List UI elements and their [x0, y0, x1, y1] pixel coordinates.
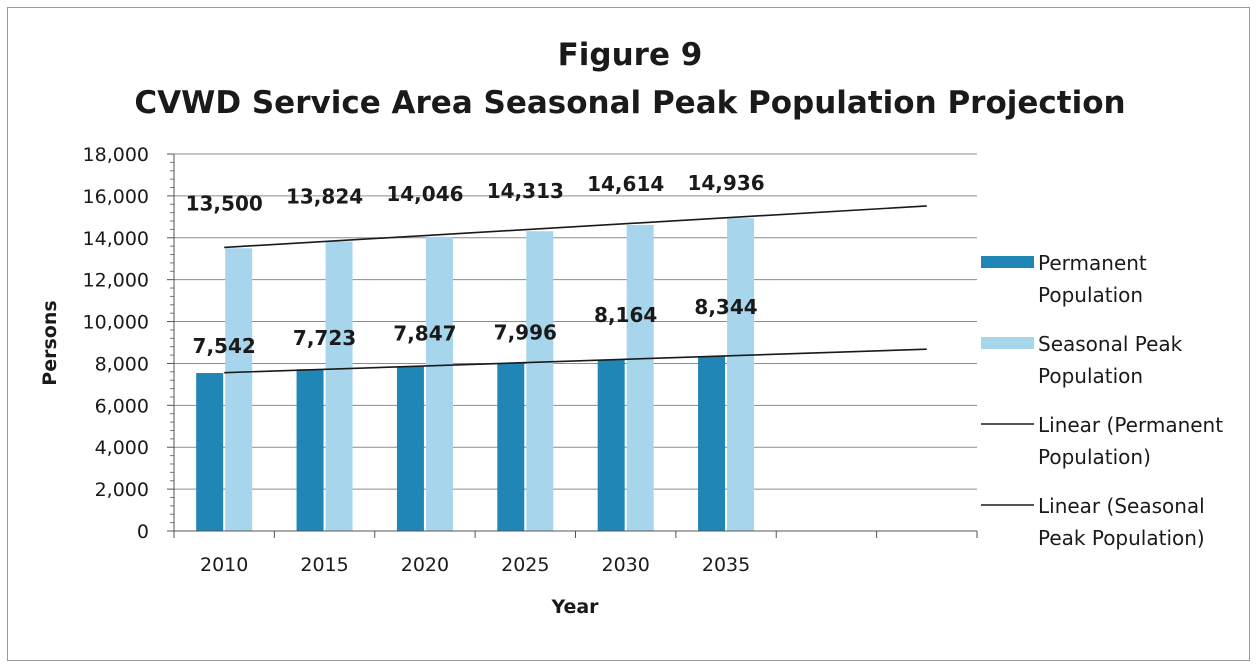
y-tick-label: 14,000 [83, 228, 149, 250]
bar [698, 356, 726, 531]
data-label: 7,847 [393, 322, 456, 346]
chart-subtitle: CVWD Service Area Seasonal Peak Populati… [134, 85, 1125, 121]
data-label: 13,824 [286, 184, 363, 208]
bar [727, 218, 755, 532]
x-tick-label: 2030 [602, 554, 650, 576]
y-tick-label: 12,000 [83, 270, 149, 292]
data-label: 7,723 [293, 326, 356, 350]
bar [225, 248, 253, 531]
data-label: 7,542 [193, 334, 256, 358]
x-tick-label: 2035 [702, 554, 750, 576]
x-tick-label: 2020 [401, 554, 449, 576]
legend-label: Peak Population) [1038, 526, 1205, 550]
bar [526, 231, 554, 531]
legend-swatch [981, 337, 1034, 349]
axes: 0 2,000 4,000 6,000 8,000 10,000 12,000 14,000 1… [83, 144, 978, 576]
bar [196, 373, 224, 531]
data-label: 8,164 [594, 303, 657, 327]
y-tick-label: 6,000 [95, 395, 149, 417]
y-tick-label: 0 [137, 521, 149, 543]
trendline [224, 205, 927, 249]
bar [626, 224, 654, 531]
y-tick-label: 8,000 [95, 353, 149, 375]
data-labels: 7,542 7,723 7,847 7,996 8,164 8,344 13,500 13,8… [186, 171, 765, 358]
legend-label: Population [1038, 283, 1143, 307]
data-label: 14,614 [587, 172, 664, 196]
x-tick-label: 2015 [300, 554, 348, 576]
legend-label: Population) [1038, 445, 1151, 469]
x-tick-label: 2025 [501, 554, 549, 576]
x-axis-title: Year [550, 596, 599, 618]
data-label: 7,996 [494, 321, 557, 345]
data-label: 13,500 [186, 191, 263, 215]
legend: Permanent Population Seasonal Peak Populati… [981, 251, 1223, 550]
chart-title: Figure 9 [558, 37, 703, 73]
data-label: 8,344 [694, 295, 757, 319]
data-label: 14,936 [687, 171, 764, 195]
y-tick-label: 4,000 [95, 437, 149, 459]
legend-label: Linear (Permanent [1038, 413, 1223, 437]
bar [597, 360, 625, 531]
y-tick-label: 16,000 [83, 186, 149, 208]
x-tick-label: 2010 [200, 554, 248, 576]
y-axis-title: Persons [39, 300, 61, 385]
bar [296, 369, 324, 531]
bars [196, 218, 755, 532]
trendlines [224, 205, 927, 374]
data-label: 14,046 [386, 182, 463, 206]
y-tick-label: 18,000 [83, 144, 149, 166]
bar [425, 236, 453, 531]
y-tick-label: 2,000 [95, 479, 149, 501]
legend-swatch [981, 256, 1034, 268]
data-label: 14,313 [487, 179, 564, 203]
legend-label: Permanent [1038, 251, 1147, 275]
bar [325, 241, 353, 532]
legend-label: Seasonal Peak [1038, 332, 1183, 356]
y-tick-label: 10,000 [83, 312, 149, 334]
bar [396, 366, 424, 531]
bar [497, 363, 525, 531]
trendline [224, 348, 927, 374]
legend-label: Population [1038, 364, 1143, 388]
legend-label: Linear (Seasonal [1038, 494, 1205, 518]
